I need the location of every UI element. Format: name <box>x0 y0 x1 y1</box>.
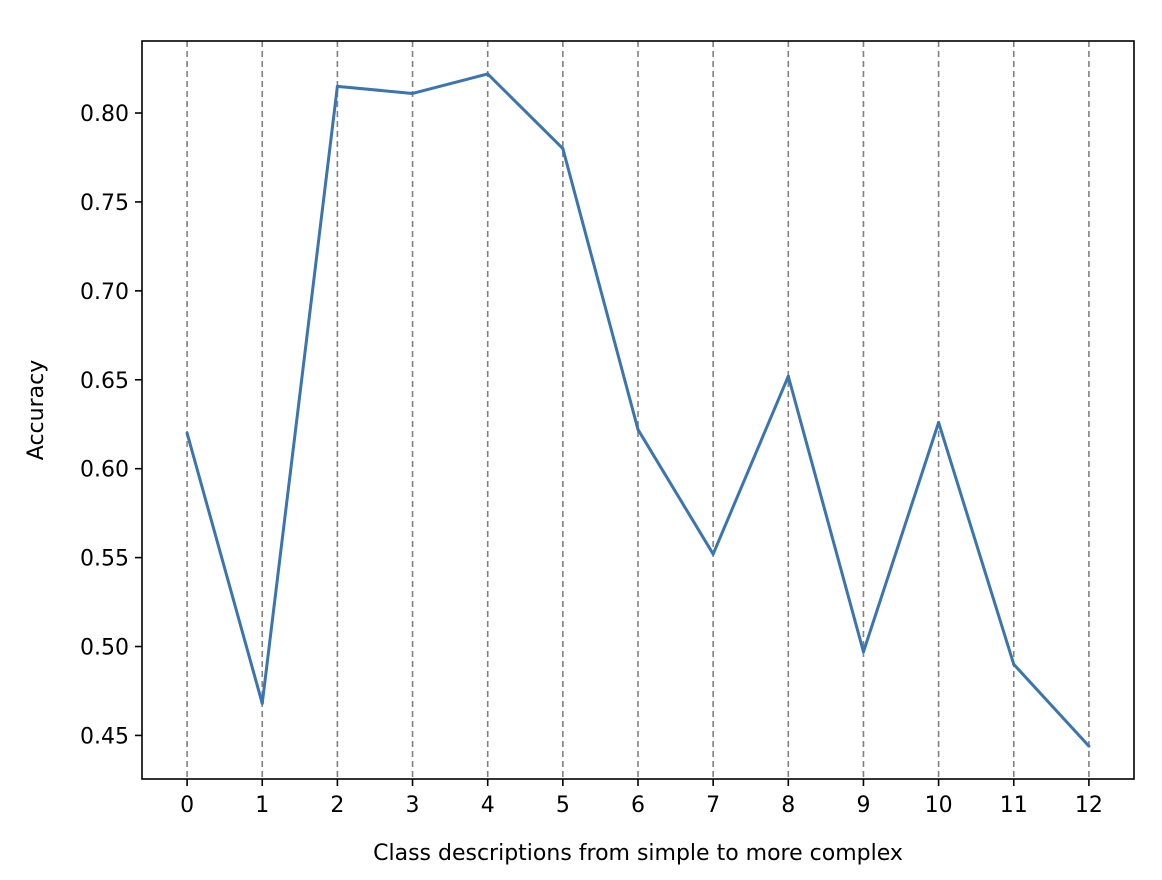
x-tick-label: 3 <box>406 793 420 818</box>
data-point <box>260 701 264 705</box>
x-tick-label: 4 <box>481 793 495 818</box>
data-point <box>786 374 790 378</box>
data-point <box>486 72 490 76</box>
data-point <box>1012 662 1016 666</box>
data-point <box>335 84 339 88</box>
x-tick-label: 0 <box>180 793 194 818</box>
x-tick-label: 5 <box>556 793 570 818</box>
data-point <box>636 428 640 432</box>
grid-lines <box>186 41 1090 779</box>
y-tick-label: 0.65 <box>80 369 129 394</box>
data-point <box>561 147 565 151</box>
x-axis-label: Class descriptions from simple to more c… <box>373 841 903 866</box>
y-tick-label: 0.50 <box>80 636 129 661</box>
x-tick-label: 10 <box>925 793 953 818</box>
x-axis-ticks: 0 1 2 3 4 5 6 7 8 9 10 11 12 <box>180 779 1103 818</box>
x-tick-label: 6 <box>631 793 645 818</box>
x-tick-label: 1 <box>255 793 269 818</box>
data-point <box>411 91 415 95</box>
y-tick-label: 0.55 <box>80 547 129 572</box>
y-axis-label: Accuracy <box>24 360 49 460</box>
data-point <box>937 420 941 424</box>
y-tick-label: 0.70 <box>80 280 129 305</box>
data-point <box>711 552 715 556</box>
x-tick-label: 7 <box>706 793 720 818</box>
data-point <box>185 431 189 435</box>
y-tick-label: 0.80 <box>80 102 129 127</box>
x-tick-label: 2 <box>330 793 344 818</box>
x-tick-label: 8 <box>781 793 795 818</box>
x-tick-label: 9 <box>856 793 870 818</box>
y-tick-label: 0.60 <box>80 458 129 483</box>
y-tick-label: 0.45 <box>80 724 129 749</box>
x-tick-label: 12 <box>1075 793 1103 818</box>
data-point <box>1087 744 1091 748</box>
y-axis-ticks: 0.45 0.50 0.55 0.60 0.65 0.70 0.75 0.80 <box>80 102 142 749</box>
data-point <box>861 650 865 654</box>
x-tick-label: 11 <box>1000 793 1028 818</box>
y-tick-label: 0.75 <box>80 191 129 216</box>
series-layer <box>185 72 1091 748</box>
